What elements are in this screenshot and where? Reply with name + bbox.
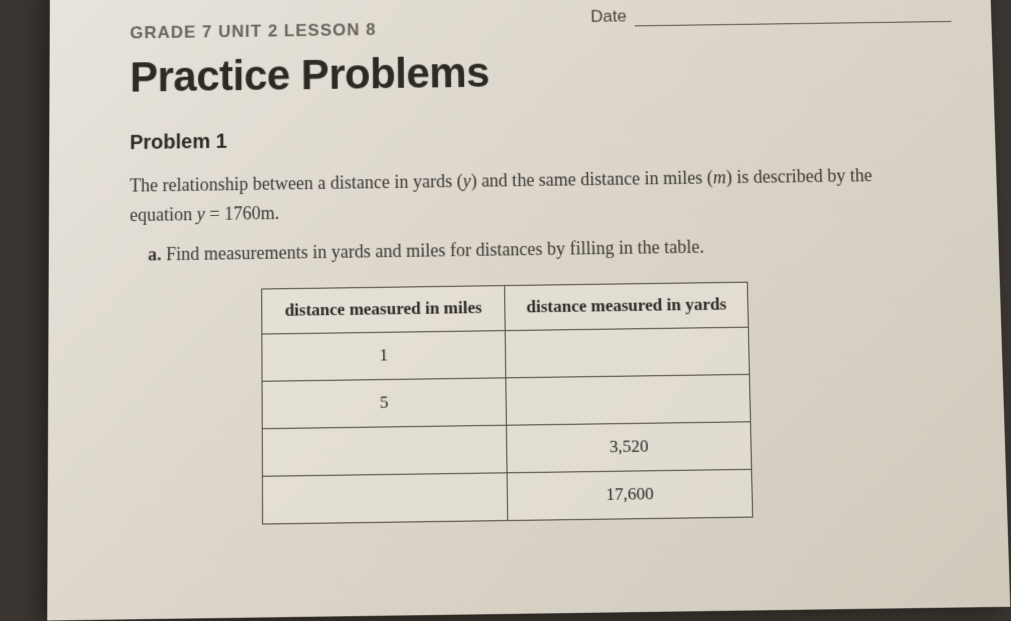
cell-yards[interactable] xyxy=(505,327,749,378)
table-row: 17,600 xyxy=(262,469,752,524)
col-header-yards: distance measured in yards xyxy=(505,282,749,330)
variable-m: m xyxy=(713,167,727,187)
worksheet-page: RESOURCES 6-8 MATH Date GRADE 7 UNIT 2 L… xyxy=(47,0,1010,621)
text-segment: The relationship between a distance in y… xyxy=(130,171,463,196)
cell-miles[interactable] xyxy=(262,425,507,476)
sub-text: Find measurements in yards and miles for… xyxy=(161,236,704,264)
col-header-miles: distance measured in miles xyxy=(262,285,505,333)
conversion-table: distance measured in miles distance meas… xyxy=(261,281,753,524)
sub-problem-a: a. Find measurements in yards and miles … xyxy=(148,233,938,266)
cell-yards[interactable]: 3,520 xyxy=(506,421,751,472)
equation-eq: = xyxy=(205,203,224,224)
table-header-row: distance measured in miles distance meas… xyxy=(262,282,749,334)
cell-miles[interactable]: 5 xyxy=(262,377,506,428)
cell-miles[interactable] xyxy=(262,472,507,523)
sub-letter: a. xyxy=(148,244,162,265)
equation-rhs: 1760m. xyxy=(224,203,279,224)
problem-heading: Problem 1 xyxy=(130,121,935,156)
page-title: Practice Problems xyxy=(130,42,934,101)
table-row: 3,520 xyxy=(262,421,751,476)
conversion-table-wrap: distance measured in miles distance meas… xyxy=(261,279,946,525)
table-row: 5 xyxy=(262,374,750,428)
cell-yards[interactable] xyxy=(506,374,751,425)
date-label: Date xyxy=(590,6,626,27)
text-segment: ) and the same distance in miles ( xyxy=(471,167,714,191)
problem-statement: The relationship between a distance in y… xyxy=(130,160,938,230)
table-row: 1 xyxy=(262,327,750,381)
cell-yards[interactable]: 17,600 xyxy=(507,469,753,520)
cell-miles[interactable]: 1 xyxy=(262,330,506,381)
